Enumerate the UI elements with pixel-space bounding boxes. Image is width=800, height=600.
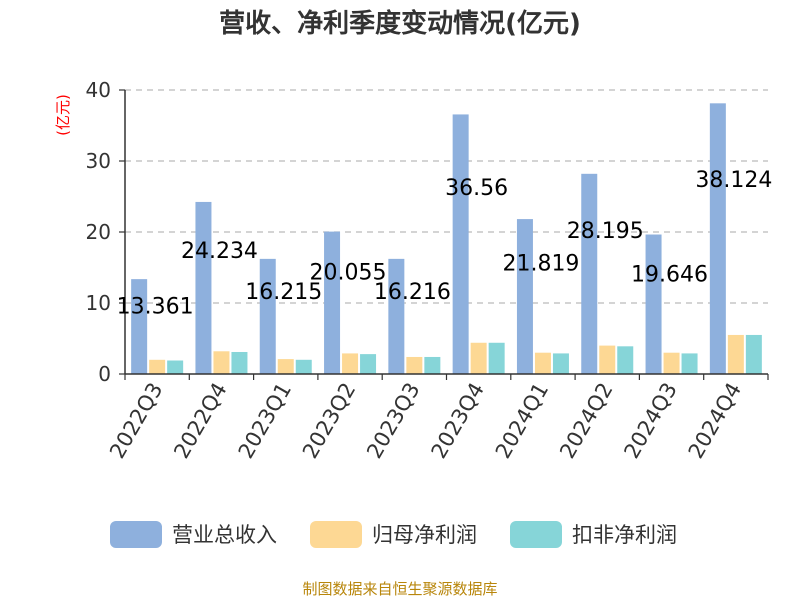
- bar-2023Q1-series-1[interactable]: [259, 258, 276, 374]
- x-tick-label: 2024Q2: [555, 379, 617, 463]
- bar-2022Q3-series-1[interactable]: [131, 279, 148, 374]
- x-tick-label: 2023Q4: [427, 379, 489, 463]
- bar-2023Q1-series-3[interactable]: [295, 359, 312, 374]
- data-label: 28.195: [567, 219, 644, 244]
- data-label: 38.124: [695, 168, 772, 193]
- bar-2024Q1-series-1[interactable]: [516, 219, 533, 374]
- bar-2024Q2-series-1[interactable]: [581, 173, 598, 374]
- data-label: 21.819: [502, 251, 579, 276]
- bar-2024Q1-series-2[interactable]: [534, 352, 551, 374]
- gridlines: [125, 89, 768, 304]
- bar-2023Q3-series-1[interactable]: [388, 258, 405, 374]
- source-note: 制图数据来自恒生聚源数据库: [302, 580, 497, 598]
- x-tick-label: 2024Q4: [684, 379, 746, 463]
- y-axis-unit-label: (亿元): [54, 94, 72, 136]
- bar-2022Q3-series-3[interactable]: [167, 360, 184, 374]
- y-tick-label: 20: [86, 220, 111, 244]
- data-label: 13.361: [117, 295, 194, 320]
- data-label: 19.646: [631, 263, 708, 288]
- x-tick-label: 2024Q3: [619, 379, 681, 463]
- x-tick-label: 2023Q1: [234, 379, 296, 463]
- data-label: 16.216: [374, 280, 451, 305]
- bar-2023Q4-series-3[interactable]: [488, 342, 505, 374]
- bar-2024Q4-series-3[interactable]: [745, 334, 762, 374]
- y-tick-label: 0: [98, 362, 111, 386]
- bar-2022Q4-series-1[interactable]: [195, 201, 212, 374]
- bar-2023Q3-series-2[interactable]: [406, 356, 423, 374]
- data-label: 24.234: [181, 239, 258, 264]
- bar-2024Q2-series-3[interactable]: [617, 346, 634, 374]
- bar-2022Q4-series-2[interactable]: [213, 351, 230, 374]
- x-tick-label: 2024Q1: [491, 379, 553, 463]
- y-tick-label: 10: [86, 291, 111, 315]
- legend-label-2[interactable]: 归母净利润: [372, 523, 477, 547]
- bar-2023Q1-series-2[interactable]: [277, 359, 294, 374]
- data-label: 16.215: [245, 280, 322, 305]
- legend-label-3[interactable]: 扣非净利润: [572, 523, 677, 547]
- y-tick-label: 30: [86, 149, 111, 173]
- bar-2023Q2-series-2[interactable]: [342, 353, 359, 374]
- bar-2023Q4-series-2[interactable]: [470, 342, 487, 374]
- bars: [131, 103, 762, 374]
- bar-2024Q4-series-2[interactable]: [727, 334, 744, 374]
- legend-swatch-3[interactable]: [510, 521, 562, 548]
- bar-2023Q3-series-3[interactable]: [424, 356, 441, 374]
- legend-swatch-1[interactable]: [110, 521, 162, 548]
- bar-2024Q3-series-2[interactable]: [663, 352, 680, 374]
- legend-label-1[interactable]: 营业总收入: [172, 523, 277, 547]
- chart-title: 营收、净利季度变动情况(亿元): [219, 8, 581, 39]
- legend-swatch-2[interactable]: [310, 521, 362, 548]
- legend[interactable]: 营业总收入 归母净利润 扣非净利润: [110, 521, 677, 548]
- bar-2024Q3-series-1[interactable]: [645, 234, 662, 374]
- bar-2022Q3-series-2[interactable]: [149, 359, 166, 374]
- bar-2024Q4-series-1[interactable]: [709, 103, 726, 374]
- x-tick-label: 2023Q2: [298, 379, 360, 463]
- bar-2024Q2-series-2[interactable]: [599, 345, 616, 374]
- bar-2024Q1-series-3[interactable]: [552, 353, 569, 374]
- bar-2023Q2-series-1[interactable]: [324, 231, 341, 374]
- y-tick-label: 40: [86, 78, 111, 102]
- x-tick-label: 2022Q4: [169, 379, 231, 463]
- data-label: 36.56: [445, 176, 508, 201]
- bar-2024Q3-series-3[interactable]: [681, 353, 698, 374]
- bar-2023Q4-series-1[interactable]: [452, 114, 469, 374]
- x-tick-label: 2022Q3: [105, 379, 167, 463]
- bar-2023Q2-series-3[interactable]: [360, 354, 377, 374]
- bar-2022Q4-series-3[interactable]: [231, 351, 248, 374]
- x-tick-label: 2023Q3: [362, 379, 424, 463]
- data-label: 20.055: [310, 260, 387, 285]
